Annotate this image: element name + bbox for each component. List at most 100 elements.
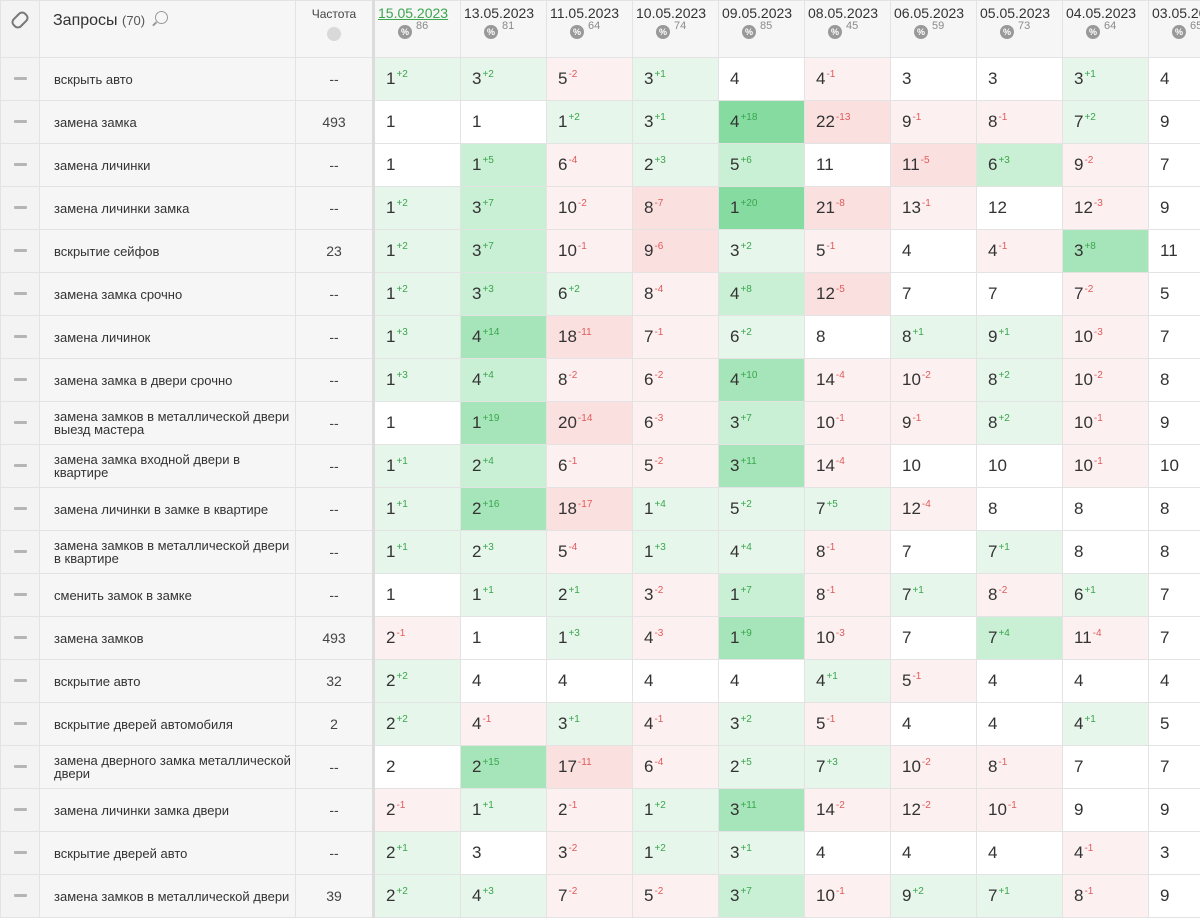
position-cell[interactable]: 3+7 — [461, 230, 547, 273]
row-remove-cell[interactable] — [1, 230, 40, 273]
position-cell[interactable]: 3+7 — [461, 187, 547, 230]
position-cell[interactable]: 8-1 — [805, 531, 891, 574]
position-cell[interactable]: 8 — [1063, 488, 1149, 531]
position-cell[interactable]: 9 — [1063, 789, 1149, 832]
row-remove-cell[interactable] — [1, 832, 40, 875]
position-cell[interactable]: 3+7 — [719, 875, 805, 918]
position-cell[interactable]: 12-3 — [1063, 187, 1149, 230]
position-cell[interactable]: 1 — [461, 617, 547, 660]
position-cell[interactable]: 4+4 — [461, 359, 547, 402]
row-remove-cell[interactable] — [1, 101, 40, 144]
position-cell[interactable]: 10-3 — [805, 617, 891, 660]
position-cell[interactable]: 4 — [719, 660, 805, 703]
position-cell[interactable]: 7 — [891, 617, 977, 660]
row-remove-cell[interactable] — [1, 617, 40, 660]
search-icon[interactable] — [155, 11, 168, 24]
position-cell[interactable]: 4 — [719, 58, 805, 101]
position-cell[interactable]: 7 — [1149, 574, 1200, 617]
position-cell[interactable]: 4 — [891, 703, 977, 746]
position-cell[interactable]: 4+14 — [461, 316, 547, 359]
position-cell[interactable]: 1 — [374, 101, 461, 144]
position-cell[interactable]: 8-1 — [805, 574, 891, 617]
position-cell[interactable]: 8-4 — [633, 273, 719, 316]
position-cell[interactable]: 3+1 — [633, 58, 719, 101]
position-cell[interactable]: 7+5 — [805, 488, 891, 531]
date-column-header[interactable]: 13.05.2023%81 — [461, 1, 547, 58]
row-remove-cell[interactable] — [1, 703, 40, 746]
position-cell[interactable]: 1+3 — [374, 316, 461, 359]
position-cell[interactable]: 8-1 — [977, 101, 1063, 144]
position-cell[interactable]: 4 — [977, 660, 1063, 703]
position-cell[interactable]: 10-2 — [891, 746, 977, 789]
position-cell[interactable]: 18-17 — [547, 488, 633, 531]
minus-icon[interactable] — [14, 550, 27, 553]
position-cell[interactable]: 6+1 — [1063, 574, 1149, 617]
position-cell[interactable]: 1+2 — [633, 789, 719, 832]
minus-icon[interactable] — [14, 507, 27, 510]
position-cell[interactable]: 1+20 — [719, 187, 805, 230]
position-cell[interactable]: 6-4 — [547, 144, 633, 187]
date-column-header[interactable]: 04.05.2023%64 — [1063, 1, 1149, 58]
position-cell[interactable]: 8-1 — [1063, 875, 1149, 918]
position-cell[interactable]: 3+8 — [1063, 230, 1149, 273]
date-column-header[interactable]: 08.05.2023%45 — [805, 1, 891, 58]
position-cell[interactable]: 12-4 — [891, 488, 977, 531]
position-cell[interactable]: 10-1 — [1063, 402, 1149, 445]
position-cell[interactable]: 14-4 — [805, 359, 891, 402]
position-cell[interactable]: 2-1 — [374, 617, 461, 660]
position-cell[interactable]: 4-1 — [633, 703, 719, 746]
position-cell[interactable]: 10-2 — [891, 359, 977, 402]
query-text[interactable]: замена личинки замка — [40, 187, 296, 230]
position-cell[interactable]: 5-2 — [633, 875, 719, 918]
position-cell[interactable]: 10-3 — [1063, 316, 1149, 359]
position-cell[interactable]: 4 — [891, 230, 977, 273]
position-cell[interactable]: 2+15 — [461, 746, 547, 789]
position-cell[interactable]: 7 — [1149, 144, 1200, 187]
position-cell[interactable]: 4 — [805, 832, 891, 875]
minus-icon[interactable] — [14, 765, 27, 768]
row-remove-cell[interactable] — [1, 488, 40, 531]
position-cell[interactable]: 3+2 — [719, 230, 805, 273]
position-cell[interactable]: 8-1 — [977, 746, 1063, 789]
position-cell[interactable]: 18-11 — [547, 316, 633, 359]
position-cell[interactable]: 1+2 — [547, 101, 633, 144]
position-cell[interactable]: 4+10 — [719, 359, 805, 402]
query-text[interactable]: замена замка срочно — [40, 273, 296, 316]
position-cell[interactable]: 2+3 — [633, 144, 719, 187]
link-column-header[interactable] — [1, 1, 40, 58]
date-label[interactable]: 03.05.2023 — [1152, 5, 1200, 21]
position-cell[interactable]: 2+3 — [461, 531, 547, 574]
row-remove-cell[interactable] — [1, 875, 40, 918]
position-cell[interactable]: 9-6 — [633, 230, 719, 273]
row-remove-cell[interactable] — [1, 187, 40, 230]
position-cell[interactable]: 9 — [1149, 101, 1200, 144]
position-cell[interactable]: 5-4 — [547, 531, 633, 574]
position-cell[interactable]: 8+2 — [977, 402, 1063, 445]
position-cell[interactable]: 1+2 — [374, 58, 461, 101]
position-cell[interactable]: 2+4 — [461, 445, 547, 488]
position-cell[interactable]: 4 — [977, 832, 1063, 875]
position-cell[interactable]: 8 — [805, 316, 891, 359]
position-cell[interactable]: 14-4 — [805, 445, 891, 488]
position-cell[interactable]: 7 — [1149, 617, 1200, 660]
position-cell[interactable]: 6-1 — [547, 445, 633, 488]
position-cell[interactable]: 1+1 — [461, 574, 547, 617]
position-cell[interactable]: 12-5 — [805, 273, 891, 316]
position-cell[interactable]: 8+1 — [891, 316, 977, 359]
position-cell[interactable]: 4 — [1149, 58, 1200, 101]
position-cell[interactable]: 7-2 — [1063, 273, 1149, 316]
position-cell[interactable]: 9 — [1149, 187, 1200, 230]
minus-icon[interactable] — [14, 120, 27, 123]
query-text[interactable]: замена личинки замка двери — [40, 789, 296, 832]
row-remove-cell[interactable] — [1, 273, 40, 316]
date-label[interactable]: 15.05.2023 — [378, 5, 448, 21]
position-cell[interactable]: 5 — [1149, 273, 1200, 316]
minus-icon[interactable] — [14, 851, 27, 854]
date-label[interactable]: 09.05.2023 — [722, 5, 792, 21]
position-cell[interactable]: 10-1 — [805, 875, 891, 918]
minus-icon[interactable] — [14, 77, 27, 80]
minus-icon[interactable] — [14, 679, 27, 682]
date-label[interactable]: 10.05.2023 — [636, 5, 706, 21]
position-cell[interactable]: 7 — [1149, 316, 1200, 359]
position-cell[interactable]: 3+2 — [719, 703, 805, 746]
